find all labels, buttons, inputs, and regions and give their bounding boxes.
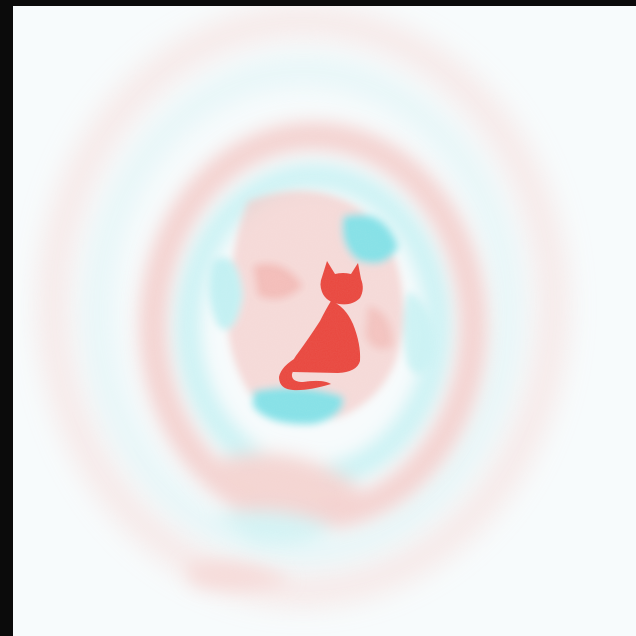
artwork-canvas bbox=[13, 6, 636, 636]
noise-overlay bbox=[13, 6, 636, 636]
artwork bbox=[13, 6, 636, 636]
